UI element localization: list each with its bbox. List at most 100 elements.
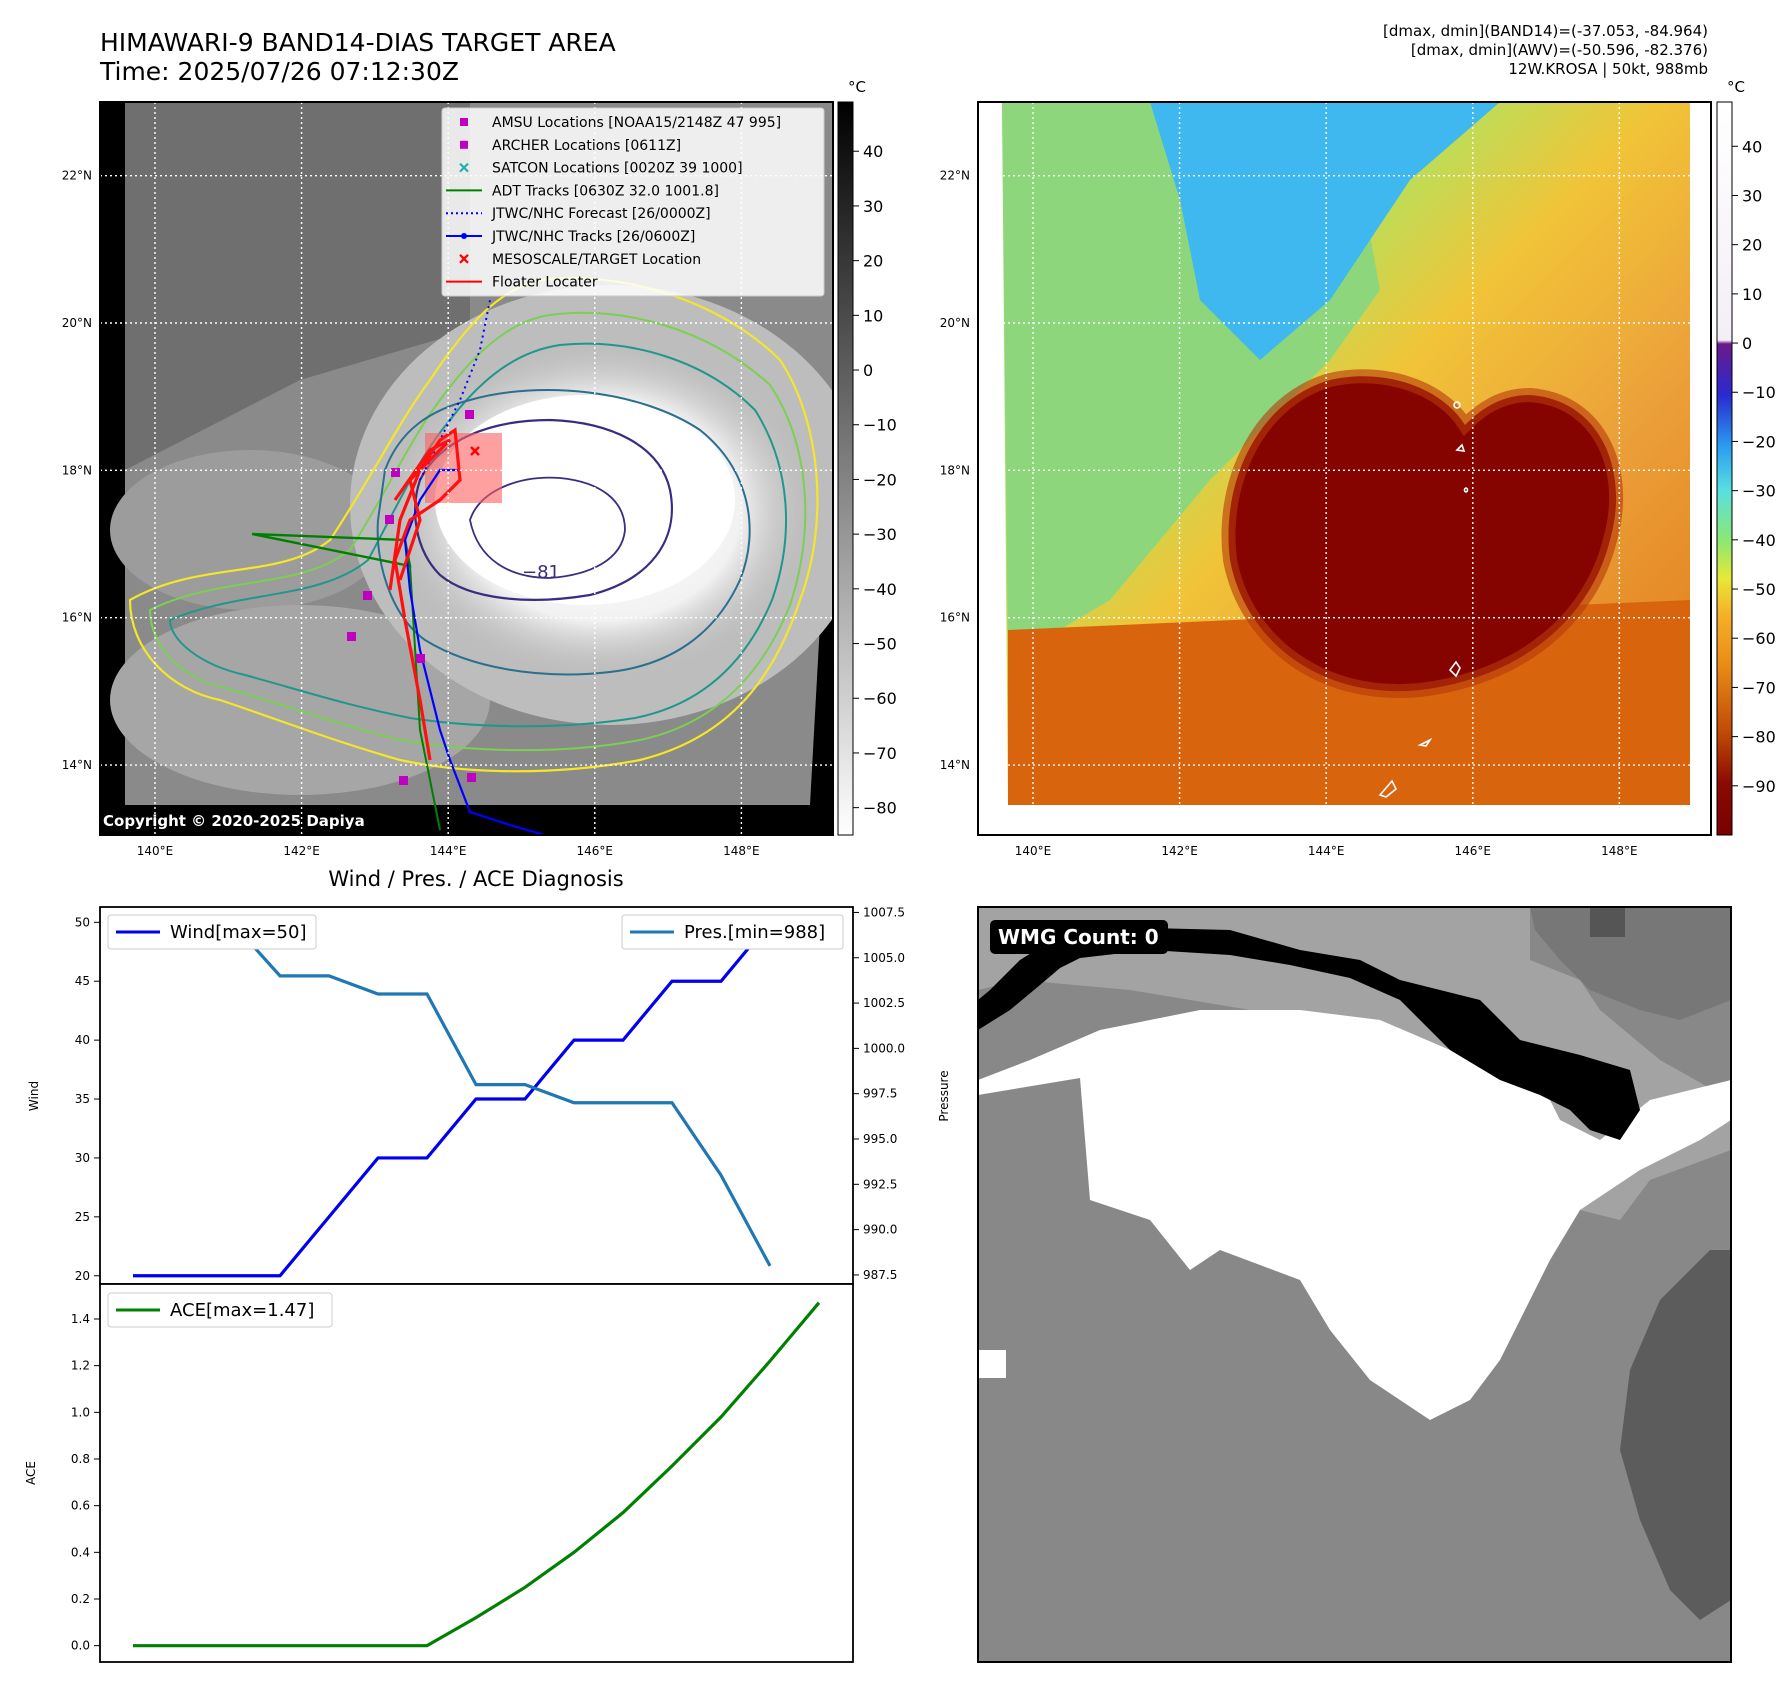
colorbar-tick-label: −20 bbox=[863, 470, 897, 489]
lat-tick-label: 16°N bbox=[940, 611, 970, 625]
lon-tick-label: 142°E bbox=[1161, 844, 1198, 858]
colorbar-tick-label: −80 bbox=[863, 799, 897, 818]
legend-label: MESOSCALE/TARGET Location bbox=[492, 252, 701, 268]
wv-colorbar-unit: °C bbox=[1727, 78, 1745, 96]
map-title: HIMAWARI-9 BAND14-DIAS TARGET AREA Time:… bbox=[100, 28, 616, 86]
wmg-dark-square bbox=[1590, 907, 1625, 937]
ir-cloud-south bbox=[110, 605, 490, 795]
lat-tick-label: 16°N bbox=[62, 611, 92, 625]
colorbar-tick-label: −40 bbox=[1742, 531, 1776, 550]
pres-tick-label: 990.0 bbox=[863, 1223, 897, 1237]
wind-pres-axes bbox=[99, 906, 854, 1285]
colorbar-tick-label: −20 bbox=[1742, 432, 1776, 451]
colorbar-tick-label: 0 bbox=[863, 361, 873, 380]
legend-label: JTWC/NHC Tracks [26/0600Z] bbox=[491, 229, 695, 245]
wv-map-panel bbox=[977, 101, 1712, 836]
ace-tick-label: 0.2 bbox=[71, 1592, 90, 1606]
stats-awv: [dmax, dmin](AWV)=(-50.596, -82.376) bbox=[1410, 41, 1708, 59]
map-tick-labels: 140°E 142°E 144°E 146°E 148°E 22°N 20°N 18°N 16°… bbox=[62, 169, 1638, 858]
wmg-label: WMG Count: 0 bbox=[998, 925, 1159, 949]
jtwc-track bbox=[403, 468, 546, 835]
colorbar-tick-label: 40 bbox=[863, 142, 883, 161]
colorbar-tick-label: 40 bbox=[1742, 137, 1762, 156]
pres-ylabel: Pressure bbox=[937, 1070, 951, 1121]
pres-tick-label: 997.5 bbox=[863, 1087, 897, 1101]
pres-tick-label: 992.5 bbox=[863, 1177, 897, 1191]
legend-marker-x bbox=[459, 254, 469, 264]
colorbar-tick-label: −60 bbox=[863, 689, 897, 708]
wind-tick-label: 50 bbox=[75, 915, 90, 929]
ace-tick-label: 0.4 bbox=[71, 1545, 90, 1559]
wind-tick-label: 40 bbox=[75, 1033, 90, 1047]
diagnosis-panel: Wind / Pres. / ACE Diagnosis 20 25 30 35 40 4… bbox=[24, 867, 951, 1663]
ir-cdo-core bbox=[435, 395, 735, 605]
ace-tick-label: 0.8 bbox=[71, 1452, 90, 1466]
floater-locater-2 bbox=[393, 438, 452, 581]
colorbar-tick-label: −40 bbox=[863, 580, 897, 599]
wv-gridlines bbox=[978, 102, 1711, 835]
wv-colorbar bbox=[1716, 101, 1733, 836]
colorbar-tick-label: −50 bbox=[1742, 580, 1776, 599]
legend-label: JTWC/NHC Forecast [26/0000Z] bbox=[491, 206, 711, 222]
colorbar-tick-label: −30 bbox=[1742, 482, 1776, 501]
lon-tick-label: 146°E bbox=[577, 844, 614, 858]
wmg-label-bg bbox=[990, 920, 1168, 954]
ir-contour-blue bbox=[376, 389, 751, 676]
lon-tick-label: 146°E bbox=[1455, 844, 1492, 858]
pres-legend: Pres.[min=988] bbox=[621, 914, 844, 950]
colorbar-tick-label: −50 bbox=[863, 635, 897, 654]
lat-tick-label: 20°N bbox=[62, 316, 92, 330]
colorbar-tick-label: −90 bbox=[1742, 777, 1776, 796]
wv-core-edge bbox=[1221, 369, 1624, 699]
wind-tick-label: 35 bbox=[75, 1092, 90, 1106]
ir-colorbar-ticks: 40 30 20 10 0 −10 −20 −30 −40 −50 −60 −70 −80 bbox=[853, 142, 897, 818]
lat-tick-label: 14°N bbox=[62, 758, 92, 772]
pres-legend-text: Pres.[min=988] bbox=[684, 922, 825, 943]
wv-colorbar-ticks: 40 30 20 10 0 −10 −20 −30 −40 −50 −60 −70 −80 −90 bbox=[1732, 137, 1776, 796]
colorbar-tick-label: 20 bbox=[863, 252, 883, 271]
ace-series-line bbox=[133, 1301, 821, 1648]
legend-box bbox=[441, 107, 825, 297]
wmg-white-block bbox=[978, 1350, 1006, 1378]
colorbar-tick-label: 30 bbox=[1742, 186, 1762, 205]
ir-clear-air-nw bbox=[125, 102, 470, 470]
colorbar-tick-label: −70 bbox=[1742, 678, 1776, 697]
ace-axes bbox=[99, 1283, 854, 1663]
wmg-upper-right bbox=[1530, 907, 1731, 1020]
copyright-text: Copyright © 2020-2025 Dapiya bbox=[103, 812, 365, 830]
ir-map-frame bbox=[99, 101, 834, 836]
colorbar-tick-label: −60 bbox=[1742, 629, 1776, 648]
wmg-dark-east bbox=[1620, 1250, 1731, 1620]
legend-label: ARCHER Locations [0611Z] bbox=[492, 138, 681, 154]
ace-tick-label: 0.6 bbox=[71, 1499, 90, 1513]
ace-tick-label: 1.4 bbox=[71, 1312, 90, 1326]
colorbar-tick-label: −10 bbox=[863, 416, 897, 435]
legend-label: AMSU Locations [NOAA15/2148Z 47 995] bbox=[492, 115, 781, 131]
lon-tick-label: 148°E bbox=[723, 844, 760, 858]
wmg-panel: WMG Count: 0 bbox=[977, 906, 1732, 1663]
ace-legend-text: ACE[max=1.47] bbox=[170, 1300, 314, 1321]
colorbar-tick-label: 10 bbox=[863, 306, 883, 325]
amsu-markers bbox=[347, 410, 476, 785]
pres-tick-label: 1007.5 bbox=[863, 905, 905, 919]
diagnosis-title: Wind / Pres. / ACE Diagnosis bbox=[328, 867, 623, 891]
lat-tick-label: 18°N bbox=[62, 463, 92, 477]
ace-ylabel: ACE bbox=[24, 1461, 38, 1485]
pres-tick-label: 1002.5 bbox=[863, 996, 905, 1010]
title-line-2: Time: 2025/07/26 07:12:30Z bbox=[100, 57, 459, 86]
wv-map-frame bbox=[977, 101, 1712, 836]
wind-ylabel: Wind bbox=[27, 1081, 41, 1111]
colorbar-tick-label: 20 bbox=[1742, 236, 1762, 255]
ace-tick-label: 1.2 bbox=[71, 1359, 90, 1373]
lon-tick-label: 144°E bbox=[1308, 844, 1345, 858]
ir-colorbar-unit: °C bbox=[848, 78, 866, 96]
ir-contour-indigo-inner bbox=[469, 476, 626, 579]
ace-legend: ACE[max=1.47] bbox=[107, 1292, 333, 1328]
stats-band14: [dmax, dmin](BAND14)=(-37.053, -84.964) bbox=[1383, 22, 1708, 40]
pres-tick-label: 987.5 bbox=[863, 1268, 897, 1282]
lat-tick-label: 22°N bbox=[940, 169, 970, 183]
legend-label: SATCON Locations [0020Z 39 1000] bbox=[492, 161, 743, 177]
lon-tick-label: 142°E bbox=[283, 844, 320, 858]
floater-locater bbox=[388, 427, 462, 761]
